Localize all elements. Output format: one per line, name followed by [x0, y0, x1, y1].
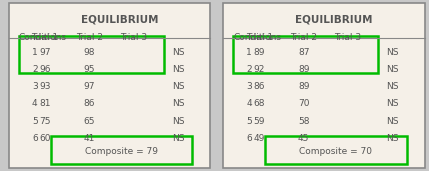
Text: 89: 89 [298, 65, 309, 74]
Text: 1: 1 [32, 48, 38, 57]
Text: NS: NS [386, 100, 399, 108]
Text: Conditions: Conditions [233, 33, 281, 42]
Text: 95: 95 [84, 65, 95, 74]
Text: 98: 98 [84, 48, 95, 57]
Text: 5: 5 [246, 117, 252, 126]
Text: Composite = 79: Composite = 79 [85, 147, 158, 156]
Text: 89: 89 [298, 82, 309, 91]
Text: 81: 81 [39, 100, 51, 108]
FancyBboxPatch shape [9, 3, 210, 168]
Text: Trial 3: Trial 3 [335, 33, 362, 42]
Text: 5: 5 [32, 117, 38, 126]
Text: 4: 4 [247, 100, 252, 108]
Text: NS: NS [386, 117, 399, 126]
Text: Conditions: Conditions [19, 33, 66, 42]
Text: 2: 2 [32, 65, 38, 74]
Text: EQUILIBRIUM: EQUILIBRIUM [81, 15, 158, 25]
Text: NS: NS [172, 117, 184, 126]
Text: 93: 93 [39, 82, 51, 91]
Text: 96: 96 [39, 65, 51, 74]
Text: NS: NS [386, 82, 399, 91]
FancyBboxPatch shape [223, 3, 425, 168]
Text: 75: 75 [39, 117, 51, 126]
Text: 3: 3 [32, 82, 38, 91]
Text: NS: NS [172, 100, 184, 108]
Text: NS: NS [386, 134, 399, 143]
Text: 6: 6 [32, 134, 38, 143]
Text: 92: 92 [254, 65, 265, 74]
Text: Trial 2: Trial 2 [76, 33, 103, 42]
Text: NS: NS [386, 48, 399, 57]
Text: 86: 86 [254, 82, 265, 91]
Text: NS: NS [172, 65, 184, 74]
Text: Composite = 70: Composite = 70 [299, 147, 372, 156]
Text: Trial 2: Trial 2 [290, 33, 317, 42]
Text: EQUILIBRIUM: EQUILIBRIUM [295, 15, 373, 25]
Text: NS: NS [172, 134, 184, 143]
Text: 2: 2 [247, 65, 252, 74]
Text: 86: 86 [84, 100, 95, 108]
Text: Trial 1: Trial 1 [31, 33, 58, 42]
Text: Trial 1: Trial 1 [246, 33, 273, 42]
Text: 97: 97 [84, 82, 95, 91]
Text: 60: 60 [39, 134, 51, 143]
Text: 59: 59 [254, 117, 265, 126]
Text: 45: 45 [298, 134, 309, 143]
Text: 70: 70 [298, 100, 309, 108]
Text: 3: 3 [246, 82, 252, 91]
Text: NS: NS [386, 65, 399, 74]
Text: 58: 58 [298, 117, 309, 126]
Text: 4: 4 [32, 100, 38, 108]
Text: 97: 97 [39, 48, 51, 57]
Text: 89: 89 [254, 48, 265, 57]
Text: 41: 41 [84, 134, 95, 143]
Text: 68: 68 [254, 100, 265, 108]
Text: 65: 65 [84, 117, 95, 126]
Text: 6: 6 [246, 134, 252, 143]
Text: 1: 1 [246, 48, 252, 57]
Text: 87: 87 [298, 48, 309, 57]
Text: 49: 49 [254, 134, 265, 143]
Text: NS: NS [172, 48, 184, 57]
Text: Trial 3: Trial 3 [120, 33, 147, 42]
Text: NS: NS [172, 82, 184, 91]
